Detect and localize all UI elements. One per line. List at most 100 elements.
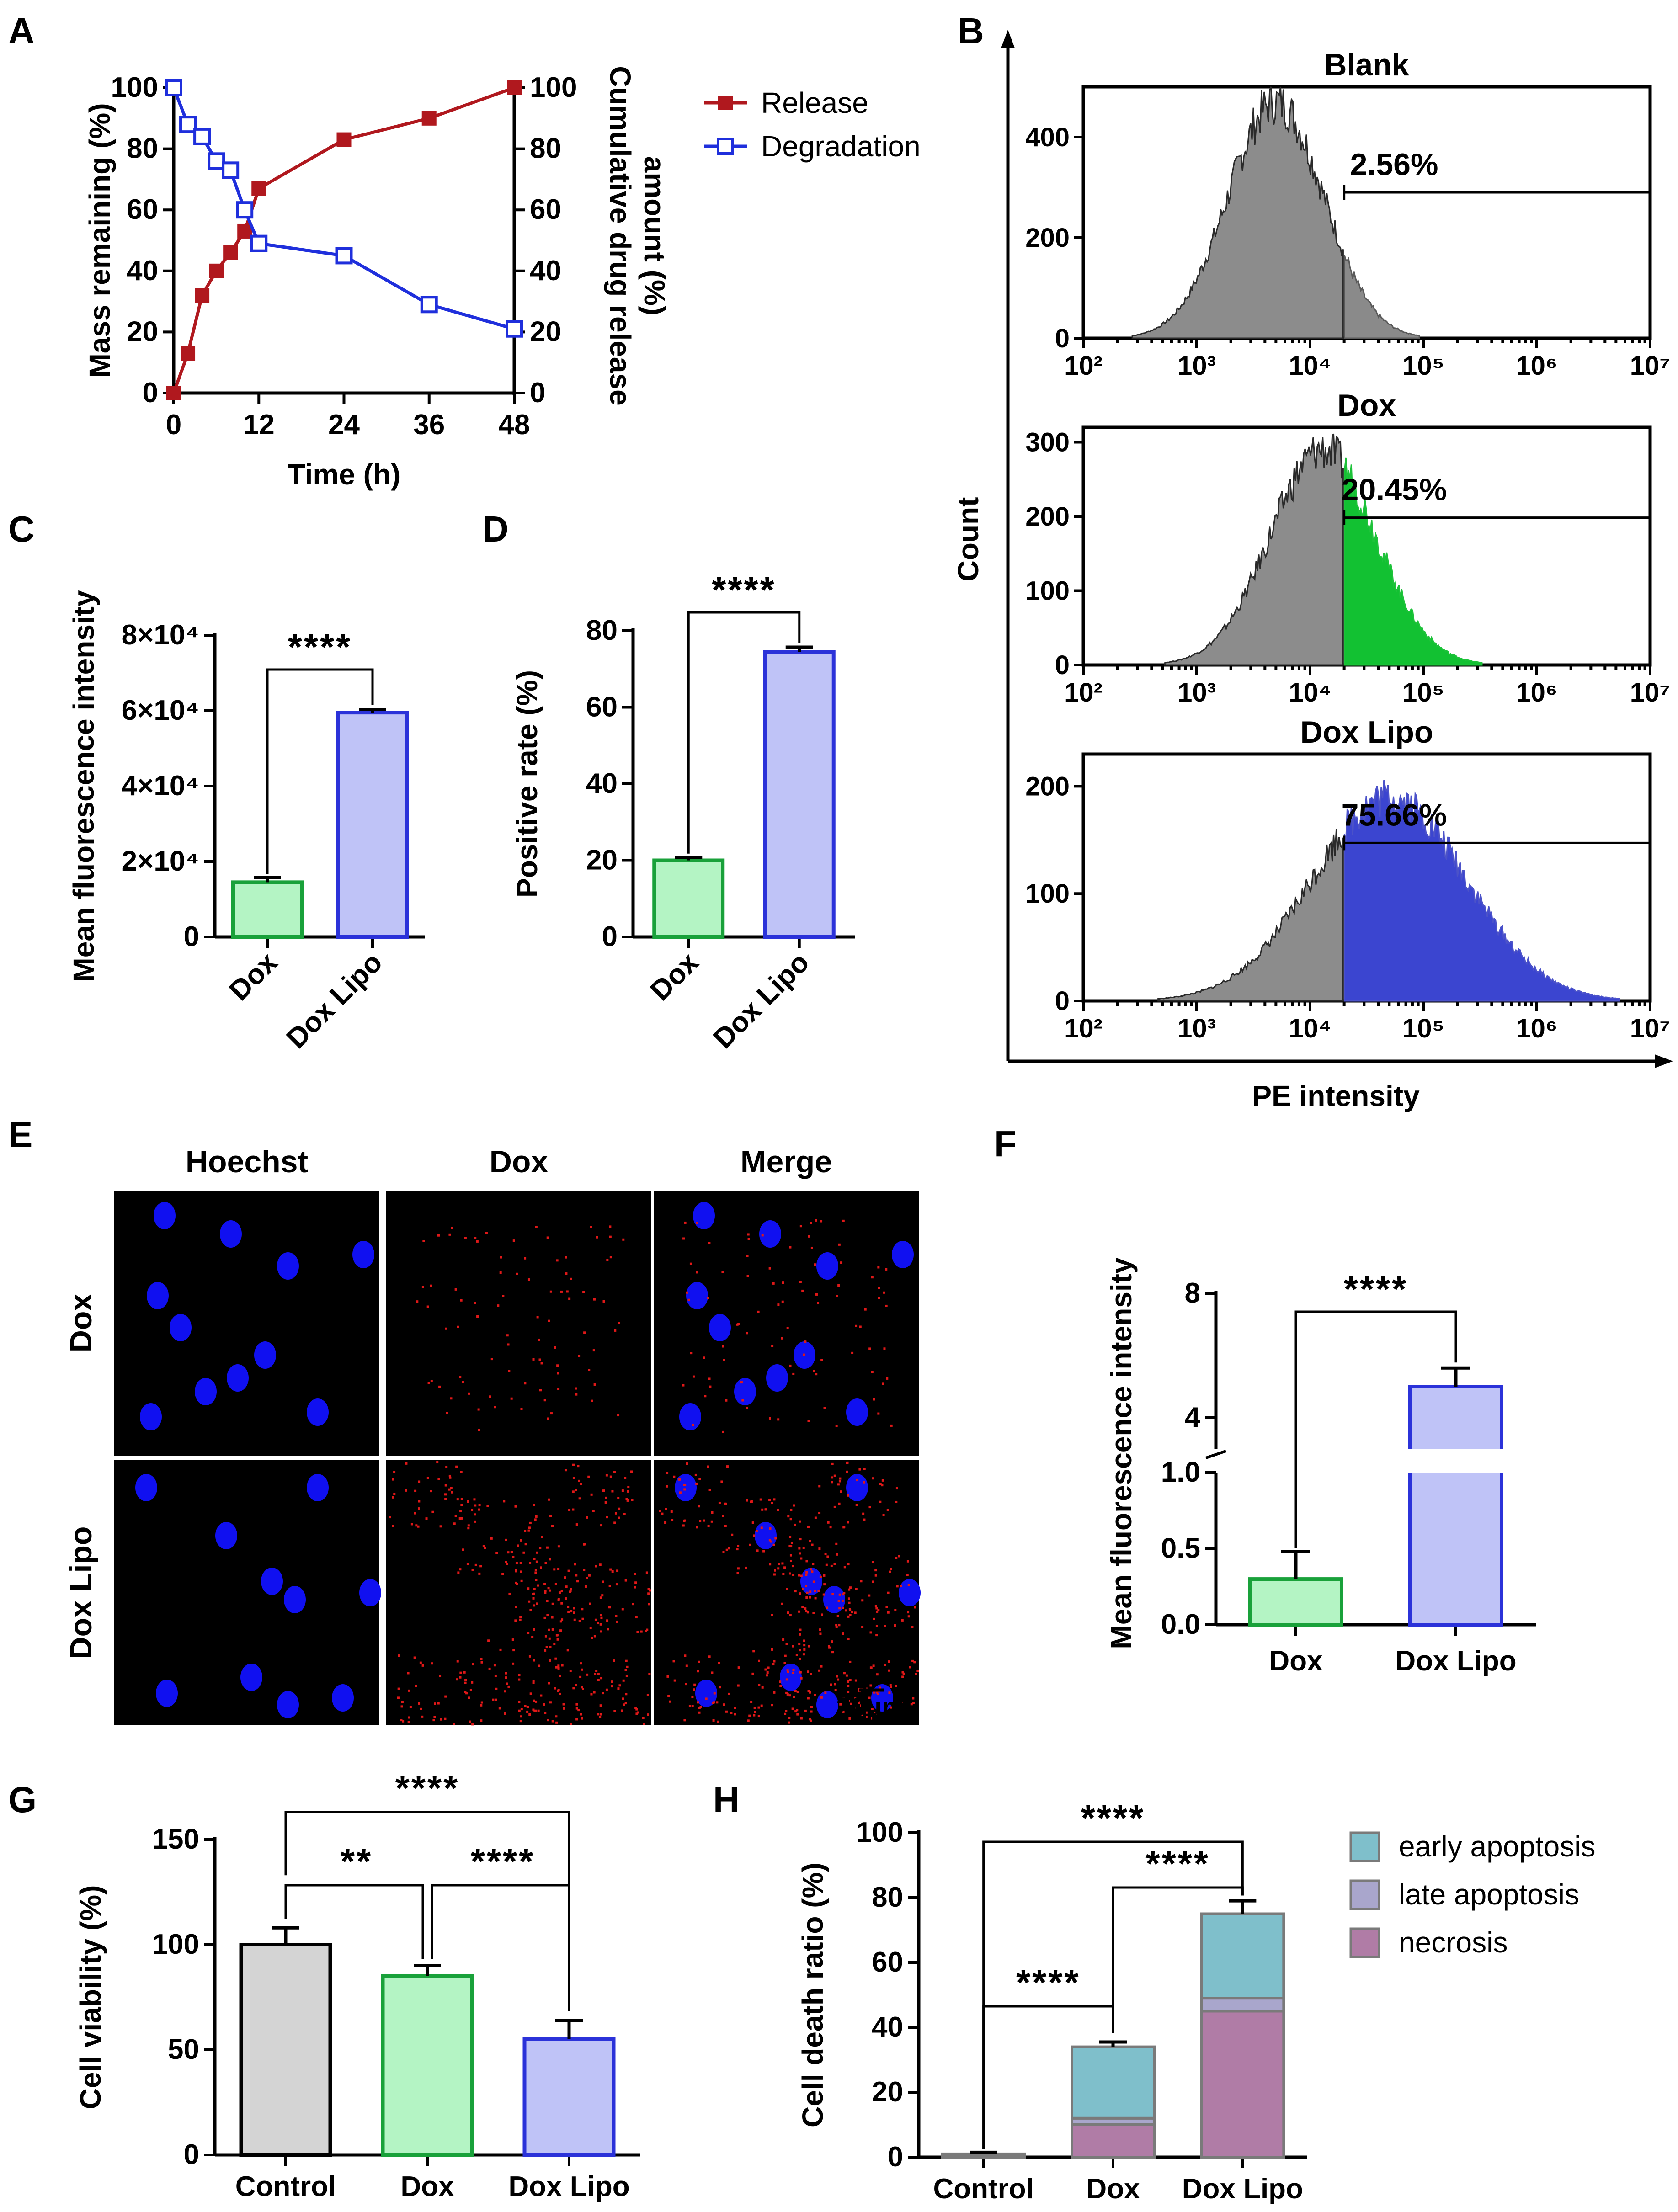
dox-dot	[725, 1548, 728, 1551]
dox-dot	[579, 1675, 582, 1678]
significance-bracket	[266, 668, 374, 874]
dox-dot	[882, 1514, 885, 1516]
dox-dot	[599, 1713, 602, 1716]
y-tick-label: 200	[1025, 771, 1070, 801]
data-point	[236, 201, 254, 219]
dox-dot	[750, 1701, 753, 1703]
dox-dot	[548, 1637, 551, 1640]
dox-dot	[694, 1473, 697, 1476]
dox-dot	[392, 1496, 394, 1499]
dox-dot	[895, 1487, 898, 1490]
dox-dot	[544, 1562, 547, 1564]
dox-dot	[874, 1569, 877, 1572]
column-label: Dox	[490, 1144, 549, 1179]
dox-dot	[648, 1603, 650, 1606]
dox-dot	[781, 1337, 783, 1340]
dox-dot	[835, 1626, 838, 1628]
dox-dot	[777, 1418, 780, 1421]
dox-dot	[833, 1563, 836, 1565]
dox-dot	[884, 1663, 886, 1666]
dox-dot	[788, 1572, 791, 1575]
dox-dot	[723, 1359, 725, 1361]
dox-dot	[809, 1691, 811, 1694]
dox-dot	[462, 1548, 464, 1551]
dox-dot	[812, 1580, 815, 1583]
x-tick-label: 0	[166, 409, 181, 441]
dox-dot	[604, 1501, 607, 1504]
dox-dot	[842, 1593, 845, 1596]
dox-dot	[790, 1509, 793, 1511]
dox-dot	[827, 1645, 830, 1648]
dox-dot	[757, 1310, 760, 1313]
dox-dot	[760, 1704, 763, 1707]
dox-dot	[421, 1715, 424, 1718]
histogram-title: Dox Lipo	[1300, 715, 1433, 750]
x-tick-label: 12	[243, 409, 275, 441]
dox-dot	[540, 1362, 543, 1365]
row-label: Dox Lipo	[64, 1526, 98, 1659]
dox-dot	[533, 1504, 535, 1506]
dox-dot	[907, 1611, 910, 1614]
dox-dot	[901, 1675, 904, 1678]
dox-dot	[616, 1620, 618, 1623]
dox-dot	[518, 1678, 521, 1681]
dox-dot	[849, 1660, 852, 1663]
dox-dot	[490, 1358, 493, 1361]
dox-dot	[708, 1377, 711, 1380]
dox-dot	[515, 1581, 517, 1584]
dox-dot	[615, 1583, 618, 1586]
dox-dot	[837, 1600, 840, 1602]
dox-dot	[460, 1498, 463, 1500]
dox-dot	[890, 1568, 892, 1570]
dox-dot	[627, 1490, 629, 1493]
dox-dot	[906, 1560, 909, 1563]
dox-dot	[455, 1465, 458, 1468]
dox-dot	[855, 1588, 858, 1590]
data-point	[507, 80, 522, 95]
dox-dot	[698, 1660, 700, 1663]
scale-bar-label: 20μm	[836, 1692, 906, 1722]
dox-dot	[846, 1462, 849, 1464]
panel-h-stacked-bar-chart: 0 20 40 60 80 100 Cell death ratio (%) Control D…	[796, 1797, 1595, 2205]
dox-dot	[746, 1407, 748, 1409]
dox-dot	[489, 1395, 491, 1398]
column-label: Merge	[740, 1144, 832, 1179]
dox-dot	[421, 1664, 424, 1667]
dox-dot	[392, 1525, 394, 1527]
dox-dot	[602, 1580, 604, 1583]
dox-dot	[566, 1290, 569, 1293]
dox-dot	[507, 1685, 510, 1688]
bar	[763, 650, 836, 939]
dox-dot	[748, 1714, 751, 1717]
panel-a-release-degradation-chart: 0 20 40 60 80 100 0 20 40 60 80 100 0 12 24 36 48 Time (h…	[83, 66, 921, 491]
dox-dot	[625, 1693, 628, 1696]
histogram-gated-area	[1343, 255, 1420, 339]
x-tick-label: Control	[933, 2173, 1033, 2205]
panel-letter-e: E	[8, 1114, 32, 1155]
dox-dot	[872, 1664, 875, 1667]
dox-dot	[495, 1687, 498, 1690]
dox-dot	[849, 1679, 852, 1681]
dox-dot	[684, 1221, 687, 1224]
dox-dot	[469, 1689, 472, 1691]
dox-dot	[868, 1696, 871, 1699]
histogram-gated-area	[1343, 780, 1620, 1002]
dox-dot	[528, 1713, 531, 1716]
dox-dot	[546, 1546, 549, 1549]
dox-dot	[716, 1701, 719, 1704]
dox-dot	[764, 1668, 767, 1671]
dox-dot	[740, 1381, 743, 1384]
dox-dot	[766, 1674, 768, 1677]
dox-dot	[713, 1692, 716, 1695]
dox-dot	[849, 1586, 852, 1589]
dox-dot	[842, 1710, 845, 1713]
dox-dot	[445, 1466, 448, 1468]
dox-dot	[439, 1675, 442, 1677]
dox-dot	[637, 1711, 639, 1714]
dox-dot	[581, 1717, 583, 1720]
dox-dot	[560, 1602, 563, 1605]
y-tick-label: 50	[168, 2034, 199, 2065]
dox-dot	[514, 1619, 517, 1622]
y-tick-label: 150	[152, 1824, 199, 1855]
dox-dot	[876, 1673, 879, 1676]
